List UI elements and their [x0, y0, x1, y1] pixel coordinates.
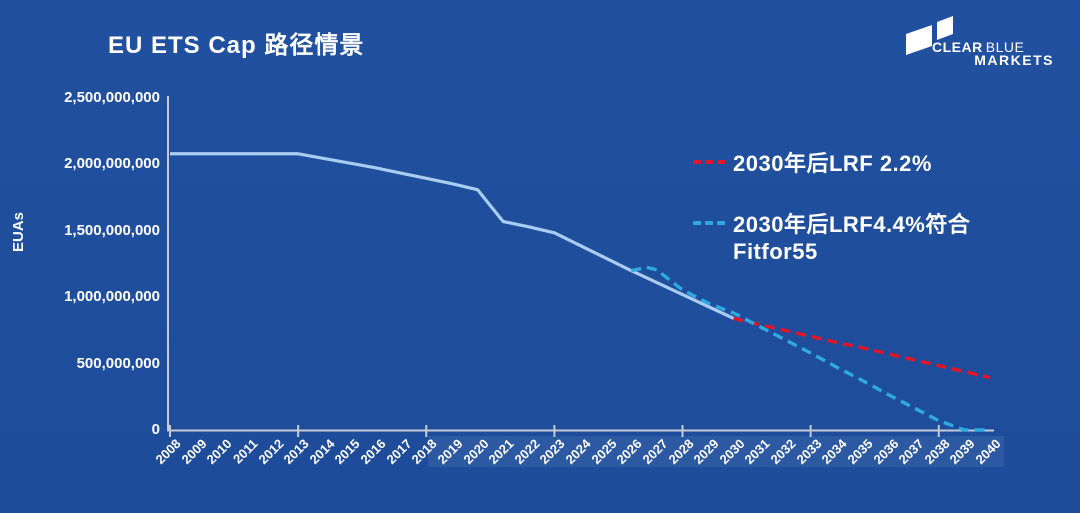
- y-axis-title: EUAs: [10, 212, 27, 253]
- logo-wordmark-line2: MARKETS: [974, 52, 1054, 68]
- y-tick-label: 1,000,000,000: [64, 288, 160, 306]
- legend-label-lrf44: 2030年后LRF4.4%符合 Fitfor55: [733, 212, 971, 264]
- logo-wordmark-line1: CLEAR BLUE: [932, 39, 1024, 55]
- y-tick-label: 0: [151, 421, 160, 438]
- y-tick-label: 500,000,000: [76, 354, 160, 372]
- y-tick-label: 1,500,000,000: [64, 221, 160, 239]
- series-ets-cap-actual: [170, 152, 735, 320]
- page-title: EU ETS Cap 路径情景: [108, 32, 365, 59]
- y-tick-label: 2,500,000,000: [64, 89, 160, 106]
- x-axis-highlight-band: [428, 436, 1004, 467]
- legend-item-lrf22: 2030年后LRF 2.2%: [693, 150, 1023, 177]
- legend: 2030年后LRF 2.2% 2030年后LRF4.4%符合 Fitfor55: [693, 150, 1023, 299]
- logo-flag-small-icon: [937, 16, 953, 40]
- y-tick-label: 2,000,000,000: [64, 155, 160, 173]
- logo-flag-large-icon: [906, 25, 932, 55]
- clearblue-markets-logo: CLEAR BLUE MARKETS: [898, 12, 1063, 70]
- logo-graphic: CLEAR BLUE MARKETS: [906, 16, 1054, 68]
- red-dashed-line-marker: [693, 160, 725, 164]
- legend-item-lrf44-fitfor55: 2030年后LRF4.4%符合 Fitfor55: [693, 211, 1023, 265]
- series-lrf-2.2-after-2030: [733, 316, 991, 380]
- legend-label-lrf22: 2030年后LRF 2.2%: [733, 151, 932, 176]
- cyan-dashed-line-marker: [693, 221, 725, 225]
